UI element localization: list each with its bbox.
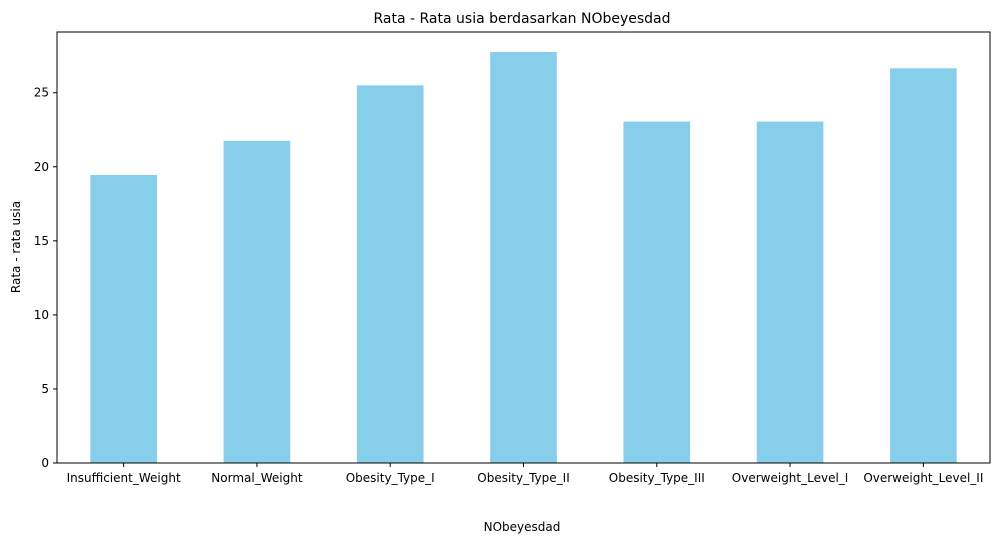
bar-insufficient-weight bbox=[90, 174, 157, 463]
y-axis-label: Rata - rata usia bbox=[9, 201, 23, 293]
bar-obesity-type-i bbox=[356, 85, 424, 464]
x-tick-label: Obesity_Type_III bbox=[609, 471, 705, 485]
x-tick-label: Overweight_Level_II bbox=[863, 471, 983, 485]
y-tick-label: 25 bbox=[34, 86, 49, 100]
x-tick-label: Overweight_Level_I bbox=[732, 471, 849, 485]
y-tick-label: 15 bbox=[34, 234, 49, 248]
bar-overweight-level-ii bbox=[890, 68, 957, 464]
x-tick-label: Obesity_Type_II bbox=[477, 471, 569, 485]
x-tick-label: Obesity_Type_I bbox=[346, 471, 435, 485]
bar-overweight-level-i bbox=[756, 121, 824, 463]
bars-group bbox=[90, 51, 957, 464]
bar-obesity-type-iii bbox=[623, 121, 691, 463]
y-tick-label: 5 bbox=[41, 382, 49, 396]
chart-title: Rata - Rata usia berdasarkan NObeyesdad bbox=[373, 11, 670, 27]
x-tick-label: Normal_Weight bbox=[211, 471, 303, 485]
y-tick-label: 10 bbox=[34, 308, 49, 322]
x-axis-label: NObeyesdad bbox=[484, 520, 561, 534]
y-tick-label: 20 bbox=[34, 160, 49, 174]
bar-normal-weight bbox=[223, 140, 291, 463]
y-ticks-group: 0 5 10 15 20 25 bbox=[34, 86, 57, 470]
x-tick-label: Insufficient_Weight bbox=[67, 471, 181, 485]
bar-obesity-type-ii bbox=[490, 51, 557, 464]
x-ticks-group: Insufficient_Weight Normal_Weight Obesity_… bbox=[67, 463, 983, 485]
plot-frame bbox=[56, 31, 991, 464]
y-tick-label: 0 bbox=[41, 456, 49, 470]
